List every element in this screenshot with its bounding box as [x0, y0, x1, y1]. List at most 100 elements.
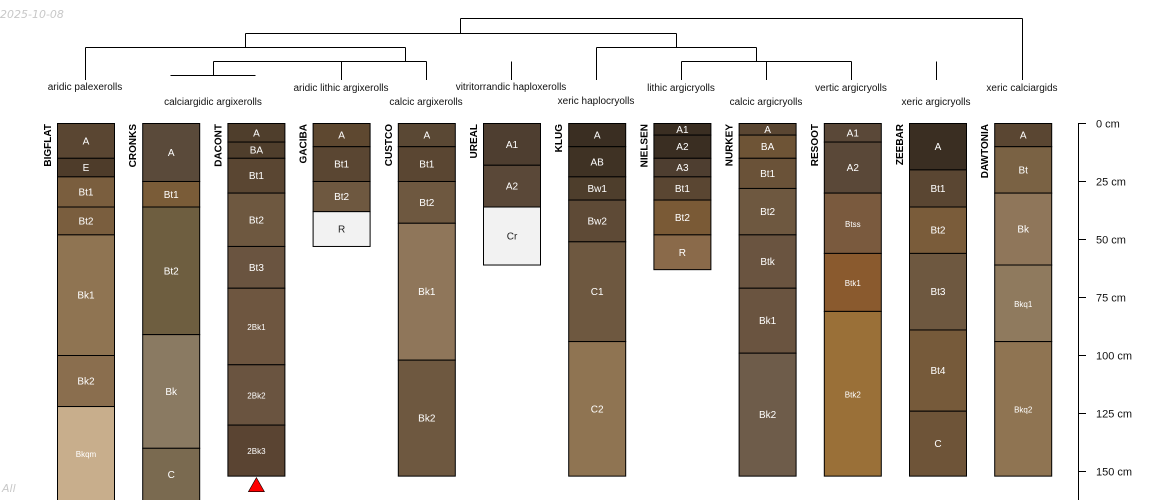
horizon-label: A2	[506, 182, 519, 193]
horizon-label: BA	[250, 146, 264, 157]
horizon-block	[909, 410, 967, 477]
horizon-label: Bk1	[759, 316, 777, 327]
horizon-block	[57, 176, 115, 208]
horizon-label: A	[338, 131, 345, 142]
taxon-label: calcic argixerolls	[389, 97, 462, 108]
horizon-label: A	[168, 148, 175, 159]
horizon-block	[397, 222, 456, 361]
horizon-label: Bt1	[419, 160, 434, 171]
profile-id: NIELSEN	[639, 124, 650, 167]
horizon-block	[738, 157, 797, 189]
horizon-block	[823, 252, 882, 312]
taxon-label: aridic lithic argixerolls	[293, 83, 388, 94]
taxon-label: aridic palexerolls	[48, 82, 122, 93]
soil-profile-bigflat: A E Bt1 Bt2 Bk1 Bk2 Bkqm BIGFLAT	[43, 123, 115, 500]
depth-tick-label: 125 cm	[1096, 409, 1132, 421]
horizon-block	[909, 206, 967, 254]
horizon-block	[397, 359, 456, 477]
horizon-block	[909, 252, 967, 331]
horizon-block	[568, 341, 627, 477]
taxon-label: calcic argicryolls	[730, 97, 803, 108]
soil-profile-ureal: A1 A2 Cr UREAL	[469, 123, 541, 266]
horizon-block	[483, 164, 541, 208]
horizon-block	[227, 157, 286, 194]
horizon-label: Bt2	[164, 266, 179, 277]
taxonomic-labels: aridic palexerolls calciargidic argixero…	[48, 82, 1058, 108]
horizon-block	[142, 123, 201, 182]
dendrogram	[85, 18, 1023, 80]
horizon-label: AB	[591, 157, 605, 168]
horizon-label: Bk2	[759, 410, 777, 421]
depth-tick-label: 25 cm	[1096, 177, 1126, 189]
profile-id: DAWTONIA	[980, 124, 991, 178]
horizon-label: A	[1020, 131, 1027, 142]
horizon-block	[142, 206, 201, 336]
horizon-label: Bt2	[78, 216, 93, 227]
horizon-label: Bt1	[675, 184, 690, 195]
soil-profile-zeebar: A Bt1 Bt2 Bt3 Bt4 C ZEEBAR	[895, 123, 967, 477]
horizon-label: Bkqm	[76, 450, 97, 459]
horizon-label: A	[935, 142, 942, 153]
horizon-label: Bt2	[675, 213, 690, 224]
horizon-block	[312, 146, 371, 182]
horizon-block	[994, 192, 1053, 266]
profile-id: CRONKS	[128, 124, 139, 168]
horizon-block	[57, 355, 115, 408]
horizon-label: A1	[676, 125, 689, 136]
horizon-block	[738, 287, 797, 354]
horizon-label: A3	[676, 163, 689, 174]
horizon-label: A2	[847, 163, 860, 174]
horizon-label: A1	[847, 128, 860, 139]
horizon-label: Btk1	[845, 279, 862, 288]
horizon-label: A	[423, 131, 430, 142]
profile-id: GACIBA	[299, 124, 310, 163]
horizon-block	[142, 447, 201, 500]
horizon-label: Bt2	[249, 215, 264, 226]
taxon-label: lithic argicryolls	[647, 83, 715, 94]
horizon-label: C	[934, 439, 941, 450]
horizon-block	[994, 264, 1053, 343]
horizon-label: R	[338, 225, 345, 236]
profile-id: ZEEBAR	[895, 123, 906, 165]
horizon-label: A	[83, 136, 90, 147]
horizon-label: Bt2	[760, 207, 775, 218]
horizon-block	[483, 206, 541, 266]
horizon-block	[227, 424, 286, 477]
taxon-label: vitritorrandic haploxerolls	[456, 82, 567, 93]
horizon-block	[568, 241, 627, 343]
horizon-label: Bt1	[78, 187, 93, 198]
soil-profile-nielsen: A1 A2 A3 Bt1 Bt2 R NIELSEN	[639, 123, 712, 271]
horizon-block	[312, 181, 371, 213]
profile-id: NURKEY	[725, 124, 736, 167]
profile-id: KLUG	[554, 124, 565, 153]
horizon-label: Bt3	[930, 287, 945, 298]
depth-tick-label: 75 cm	[1096, 293, 1126, 305]
horizon-label: Bt1	[334, 160, 349, 171]
horizon-block	[57, 234, 115, 356]
horizon-label: Bt3	[249, 263, 264, 274]
soil-profile-dawtonia: A Bt Bk Bkq1 Bkq2 DAWTONIA	[980, 123, 1053, 477]
horizon-label: Bt4	[930, 366, 945, 377]
horizon-block	[738, 234, 797, 289]
horizon-label: Bk1	[77, 291, 95, 302]
taxon-label: calciargidic argixerolls	[164, 97, 262, 108]
soil-profile-dacont: A BA Bt1 Bt2 Bt3 2Bk1 2Bk2 2Bk3 DACONT	[213, 123, 286, 492]
soil-profile-cronks: A Bt1 Bt2 Bk C CRONKS	[128, 123, 201, 500]
horizon-label: Bt1	[930, 184, 945, 195]
horizon-label: C1	[591, 287, 604, 298]
soil-profile-klug: A AB Bw1 Bw2 C1 C2 KLUG	[554, 123, 627, 477]
horizon-label: Bkq2	[1014, 405, 1033, 414]
taxon-label: xeric argicryolls	[902, 97, 971, 108]
horizon-block	[823, 310, 882, 477]
horizon-block	[142, 334, 201, 449]
horizon-label: Bw1	[587, 184, 607, 195]
taxon-label: xeric haplocryolls	[558, 96, 635, 107]
horizon-label: C	[168, 470, 175, 481]
depth-tick-label: 50 cm	[1096, 235, 1126, 247]
depth-tick-label: 0 cm	[1096, 119, 1120, 131]
corner-label: All	[1, 482, 16, 495]
horizon-label: Bk1	[418, 287, 436, 298]
horizon-label: Btss	[845, 220, 861, 229]
taxon-label: vertic argicryolls	[815, 83, 887, 94]
horizon-label: Bt2	[334, 192, 349, 203]
